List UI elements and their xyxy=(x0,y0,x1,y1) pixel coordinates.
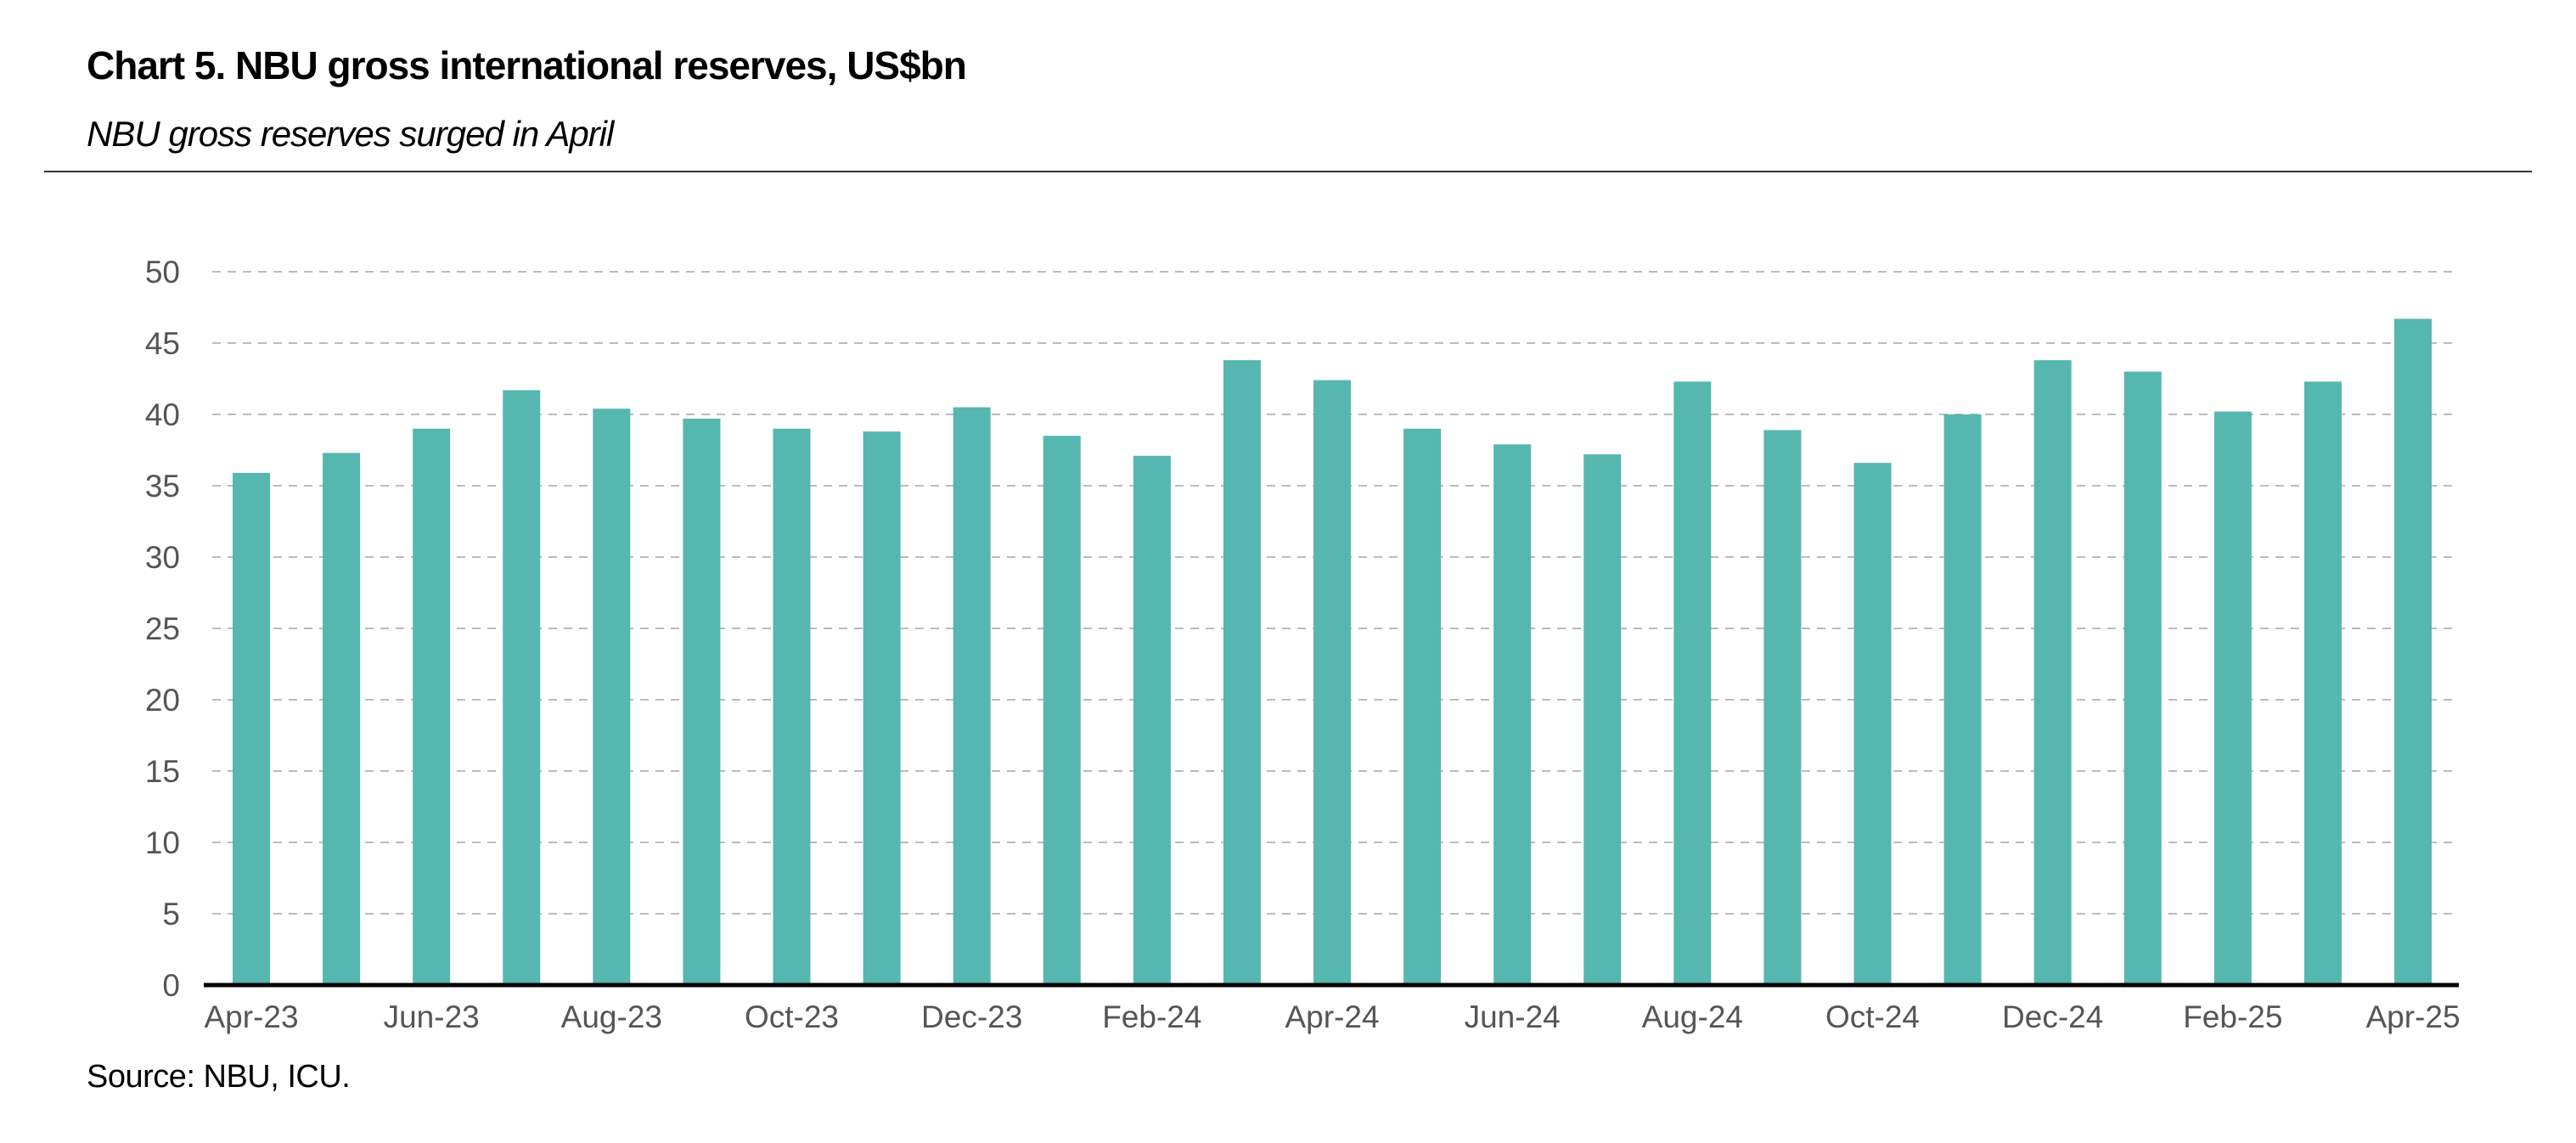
chart-title: Chart 5. NBU gross international reserve… xyxy=(87,43,967,87)
y-tick-label: 5 xyxy=(162,897,180,932)
x-tick-label: Apr-24 xyxy=(1285,999,1379,1034)
bar-dec-24 xyxy=(2033,360,2072,985)
bar-apr-23 xyxy=(233,472,270,985)
y-tick-label: 30 xyxy=(145,540,180,575)
bar-oct-23 xyxy=(773,428,811,985)
bar-nov-23 xyxy=(863,431,901,985)
x-tick-label: Dec-23 xyxy=(921,999,1022,1034)
bar-apr-25 xyxy=(2394,318,2432,985)
x-tick-label: Jun-24 xyxy=(1465,999,1561,1034)
bar-oct-24 xyxy=(1853,463,1892,985)
source-note: Source: NBU, ICU. xyxy=(87,1059,351,1095)
y-tick-label: 20 xyxy=(145,683,180,718)
chart-subtitle: NBU gross reserves surged in April xyxy=(87,114,614,154)
x-tick-label: Apr-23 xyxy=(204,999,298,1034)
bar-jun-24 xyxy=(1493,444,1532,985)
bar-nov-24 xyxy=(1943,414,1982,985)
x-axis-tick-labels: Apr-23 Jun-23 Aug-23 Oct-23 Dec-23 Feb-24 Apr-… xyxy=(204,999,2460,1034)
y-axis-tick-labels: 0 5 10 15 20 25 30 35 40 45 50 xyxy=(145,255,180,1003)
y-tick-label: 40 xyxy=(145,397,180,432)
bar-jan-24 xyxy=(1043,436,1081,985)
bar-dec-23 xyxy=(953,407,991,986)
bar-jul-24 xyxy=(1583,454,1622,985)
x-tick-label: Dec-24 xyxy=(2002,999,2103,1034)
bar-aug-23 xyxy=(593,408,631,985)
y-tick-label: 50 xyxy=(145,255,180,290)
bar-aug-24 xyxy=(1673,381,1712,985)
x-tick-label: Feb-25 xyxy=(2183,999,2282,1034)
bar-jun-23 xyxy=(413,428,451,985)
y-tick-label: 10 xyxy=(145,825,180,860)
y-tick-label: 25 xyxy=(145,611,180,646)
x-tick-label: Oct-23 xyxy=(745,999,839,1034)
bar-jul-23 xyxy=(503,390,541,985)
bar-jan-25 xyxy=(2123,371,2162,986)
bars xyxy=(233,318,2432,986)
bar-mar-24 xyxy=(1223,360,1261,985)
bar-feb-24 xyxy=(1133,455,1171,985)
x-tick-label: Jun-23 xyxy=(384,999,480,1034)
y-tick-label: 45 xyxy=(145,326,180,361)
bar-apr-24 xyxy=(1313,380,1351,985)
x-tick-label: Aug-24 xyxy=(1642,999,1743,1034)
bar-mar-25 xyxy=(2303,381,2342,985)
bar-sep-24 xyxy=(1763,430,1802,986)
header-divider xyxy=(44,171,2532,172)
x-tick-label: Aug-23 xyxy=(561,999,662,1034)
y-tick-label: 15 xyxy=(145,754,180,789)
y-tick-label: 0 xyxy=(162,968,180,1003)
y-tick-label: 35 xyxy=(145,469,180,504)
x-tick-label: Oct-24 xyxy=(1825,999,1920,1034)
bar-may-24 xyxy=(1403,428,1442,985)
bar-sep-23 xyxy=(683,419,721,985)
x-tick-label: Apr-25 xyxy=(2365,999,2460,1034)
x-tick-label: Feb-24 xyxy=(1102,999,1201,1034)
bar-may-23 xyxy=(323,453,361,985)
bar-feb-25 xyxy=(2213,411,2252,985)
